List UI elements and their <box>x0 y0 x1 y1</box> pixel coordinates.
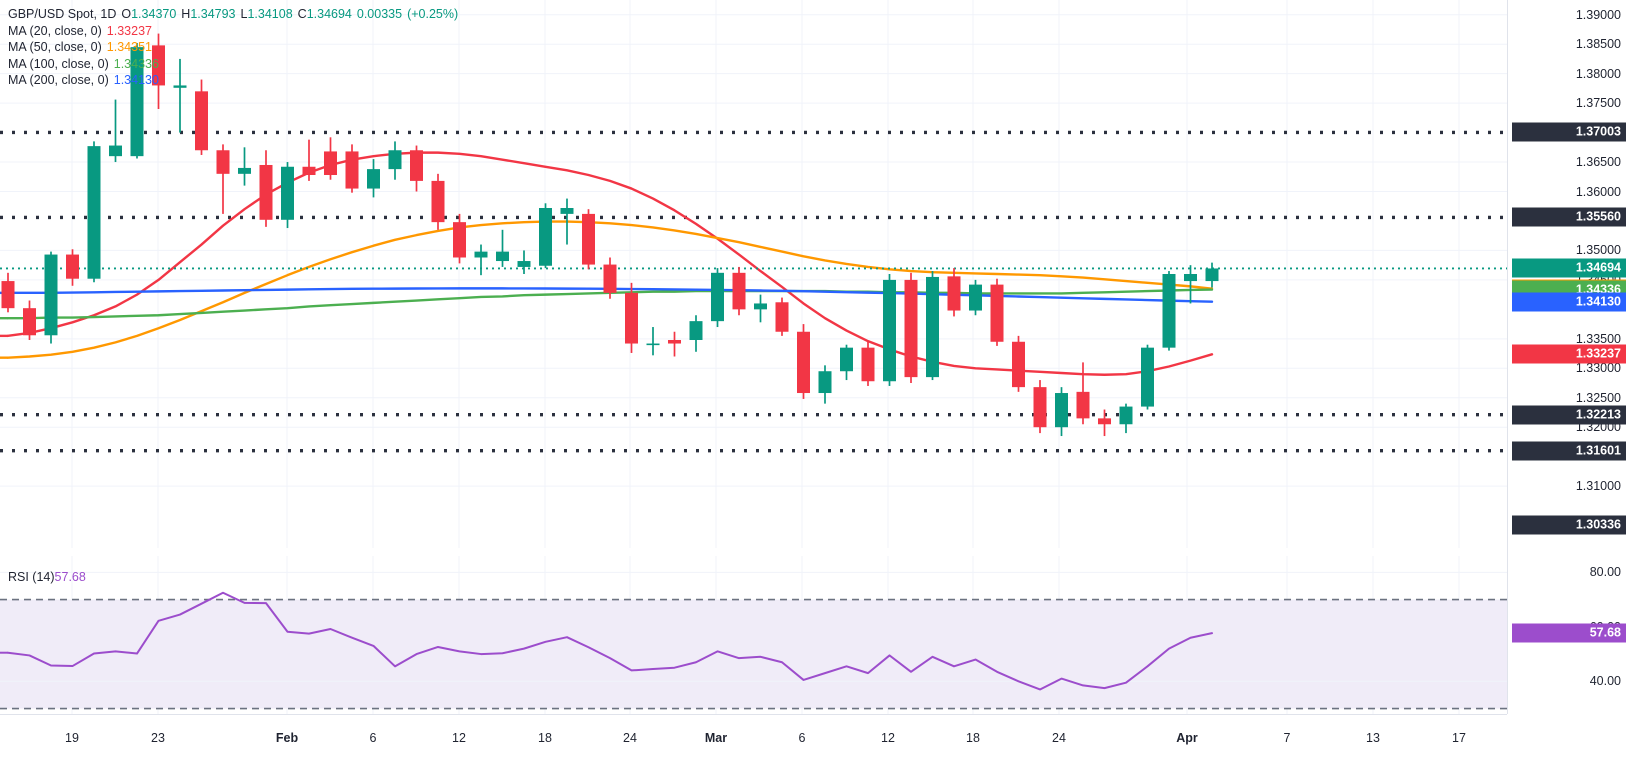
time-tick-label: 19 <box>65 731 79 745</box>
price-plot <box>0 0 1507 548</box>
price-badge[interactable]: 1.30336 <box>1512 515 1626 535</box>
price-badge[interactable]: 1.34694 <box>1512 258 1626 278</box>
time-tick-label: 18 <box>538 731 552 745</box>
price-badge[interactable]: 1.34130 <box>1512 292 1626 312</box>
price-tick-label: 1.38500 <box>1575 37 1621 52</box>
price-tick-label: 1.39000 <box>1575 7 1621 22</box>
price-tick-label: 1.33500 <box>1575 331 1621 346</box>
price-tick-label: 1.35000 <box>1575 243 1621 258</box>
price-pane[interactable] <box>0 0 1507 548</box>
time-tick-label: 12 <box>452 731 466 745</box>
price-tick-label: 1.36500 <box>1575 155 1621 170</box>
rsi-pane[interactable] <box>0 556 1507 714</box>
price-tick-label: 1.38000 <box>1575 66 1621 81</box>
time-tick-label: Feb <box>275 731 299 745</box>
price-badge[interactable]: 1.32213 <box>1512 405 1626 425</box>
price-tick-label: 1.31000 <box>1575 479 1621 494</box>
price-tick-label: 1.37500 <box>1575 96 1621 111</box>
rsi-badge[interactable]: 57.68 <box>1512 623 1626 643</box>
rsi-label: RSI (14) <box>8 570 55 584</box>
time-tick-label: 23 <box>151 731 165 745</box>
time-axis[interactable]: 19 23 Feb 6 12 18 24 Mar 6 12 18 24 Apr 7 13 17 <box>0 714 1507 762</box>
price-tick-label: 1.36000 <box>1575 184 1621 199</box>
time-tick-label: 18 <box>966 731 980 745</box>
time-tick-label: 12 <box>881 731 895 745</box>
price-badge[interactable]: 1.33237 <box>1512 344 1626 364</box>
price-tick-label: 1.33000 <box>1575 361 1621 376</box>
price-tick-label: 1.32500 <box>1575 390 1621 405</box>
time-tick-label: Mar <box>704 731 728 745</box>
rsi-tick-label: 80.00 <box>1589 565 1621 580</box>
price-badge[interactable]: 1.31601 <box>1512 441 1626 461</box>
price-axis[interactable]: 1.39000 1.38500 1.38000 1.37500 1.36500 1.360… <box>1507 0 1626 714</box>
time-tick-label: 7 <box>1283 731 1291 745</box>
price-badge[interactable]: 1.37003 <box>1512 122 1626 142</box>
rsi-value: 57.68 <box>54 570 86 584</box>
rsi-legend[interactable]: RSI (14)57.68 <box>8 570 86 584</box>
time-tick-label: 24 <box>1052 731 1066 745</box>
price-badge[interactable]: 1.35560 <box>1512 207 1626 227</box>
rsi-plot <box>0 556 1507 714</box>
time-tick-label: Apr <box>1176 731 1198 745</box>
time-tick-label: 6 <box>798 731 806 745</box>
time-tick-label: 6 <box>369 731 377 745</box>
time-tick-label: 13 <box>1366 731 1380 745</box>
rsi-tick-label: 40.00 <box>1589 674 1621 689</box>
time-tick-label: 17 <box>1452 731 1466 745</box>
time-tick-label: 24 <box>623 731 637 745</box>
